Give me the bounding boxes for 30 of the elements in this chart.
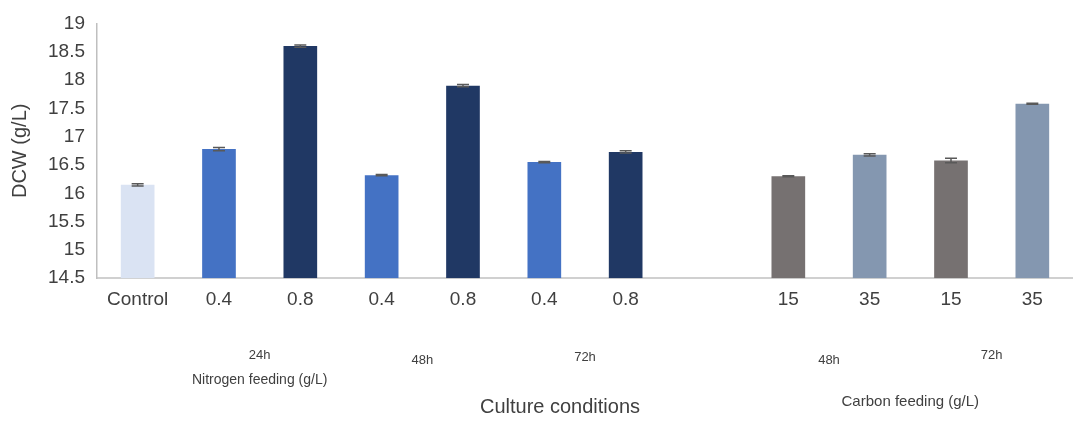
text: Carbon feeding (g/L) <box>841 392 980 410</box>
x-tick-label: 35 <box>1021 287 1043 309</box>
x-tick-label: 0.4 <box>205 287 233 309</box>
text: 24h <box>248 346 271 362</box>
text: 72h <box>980 346 1003 362</box>
x-tick-label: Control <box>107 287 169 309</box>
text: 72h <box>574 348 596 364</box>
text: Nitrogen feeding (g/L) <box>191 370 328 387</box>
text: 48h <box>411 351 434 367</box>
y-tick-label: 18 <box>63 68 85 90</box>
x-tick-label: 0.4 <box>531 287 558 309</box>
y-tick-label: 18.5 <box>48 39 85 61</box>
x-tick-label: 0.8 <box>449 287 477 309</box>
x-axis-title: Culture conditions <box>479 394 641 417</box>
text: 48h <box>818 351 840 367</box>
y-tick-label: 17.5 <box>48 96 85 118</box>
y-tick-label: 16 <box>63 181 85 203</box>
y-tick-label: 14.5 <box>48 266 85 288</box>
y-axis-title: DCW (g/L) <box>7 103 30 199</box>
y-tick-label: 15.5 <box>48 209 85 231</box>
x-tick-label: 0.4 <box>368 287 396 309</box>
y-tick-label: 19 <box>63 11 85 33</box>
x-tick-label: 0.8 <box>612 287 639 309</box>
x-tick-label: 15 <box>940 287 962 309</box>
x-tick-label: 35 <box>859 287 881 309</box>
x-tick-label: 0.8 <box>287 287 314 309</box>
y-tick-label: 16.5 <box>48 153 85 175</box>
x-tick-label: 15 <box>777 287 799 309</box>
y-tick-label: 15 <box>63 238 85 260</box>
y-tick-label: 17 <box>63 124 85 146</box>
